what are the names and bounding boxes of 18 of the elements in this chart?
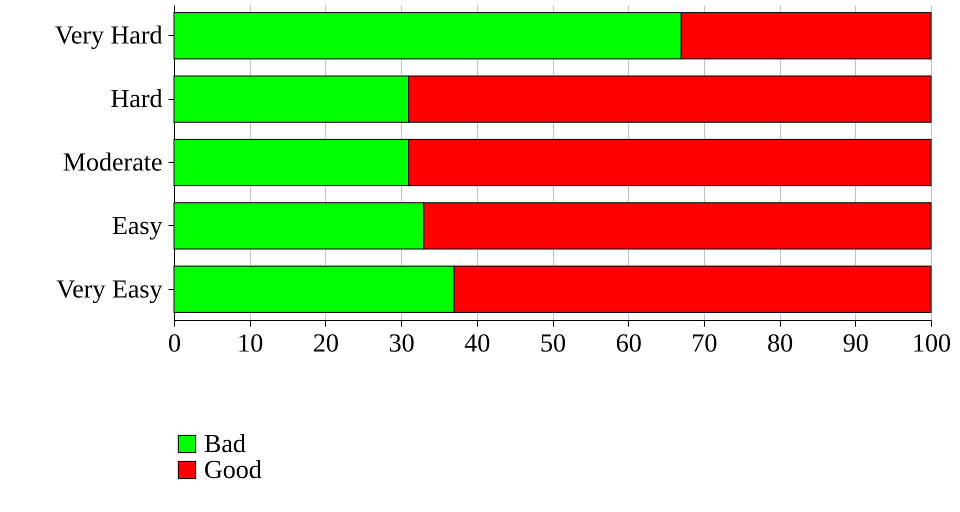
y-tick-label: Hard [110,84,162,114]
x-tick-label: 50 [540,328,566,358]
x-tick-label: 100 [912,328,951,358]
x-tick-label: 30 [388,328,415,358]
legend-label: Bad [204,429,246,458]
y-tick-label: Very Hard [54,20,162,50]
x-tick-label: 80 [767,328,794,358]
y-tick-label: Moderate [62,148,162,176]
y-tick-label: Easy [112,210,162,240]
x-tick-label: 10 [237,328,264,358]
x-tick-label: 20 [312,328,339,358]
x-tick-label: 0 [168,328,181,358]
y-tick-label: Very Easy [56,274,162,304]
legend-label: Good [204,455,262,484]
x-tick-label: 40 [464,328,490,358]
x-tick-label: 90 [842,328,869,358]
x-tick-label: 60 [616,328,642,358]
x-tick-label: 70 [691,328,718,358]
